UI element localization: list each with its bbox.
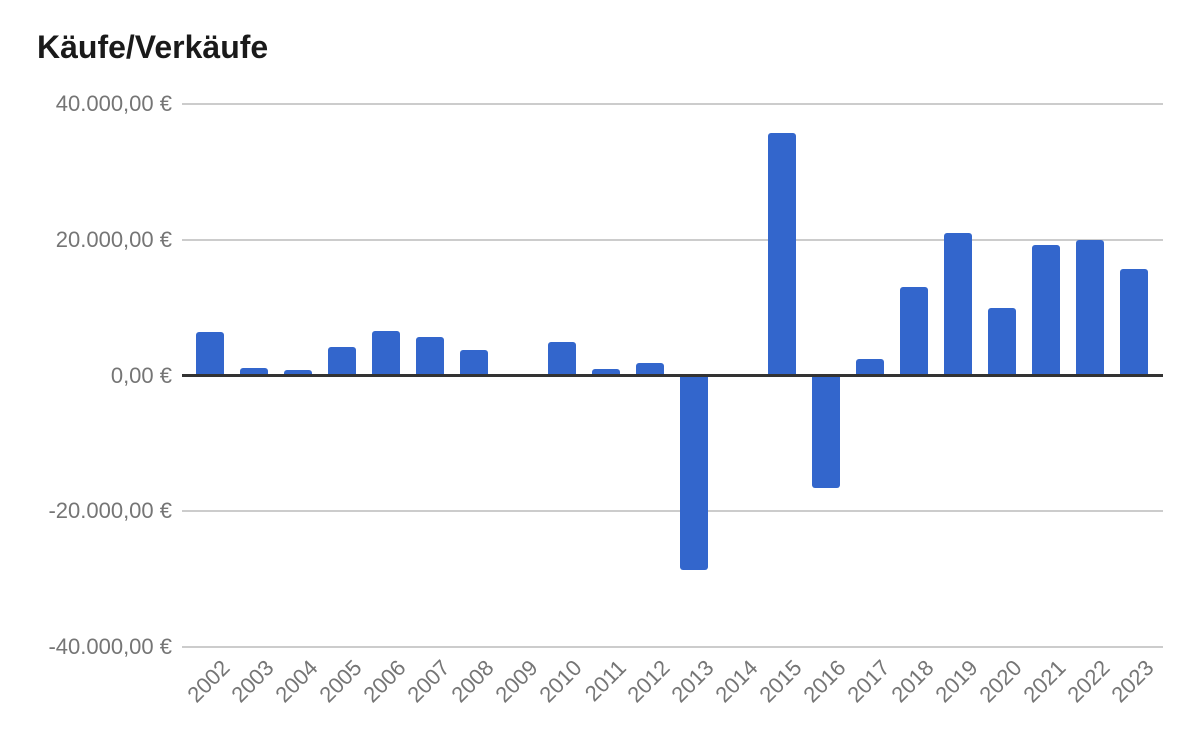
x-axis-tick-label-2004: 2004 bbox=[270, 655, 323, 708]
plot-area bbox=[182, 103, 1163, 648]
bar-2018[interactable] bbox=[900, 287, 928, 376]
y-axis-tick-label: -40.000,00 € bbox=[48, 634, 172, 659]
bar-2016[interactable] bbox=[812, 377, 840, 488]
bar-2013[interactable] bbox=[680, 377, 708, 570]
x-axis-tick-label-2008: 2008 bbox=[446, 655, 499, 708]
y-axis-tick-label: -20.000,00 € bbox=[48, 498, 172, 524]
x-axis-tick-label-2013: 2013 bbox=[666, 655, 719, 708]
x-axis-tick-label-2010: 2010 bbox=[534, 655, 587, 708]
bar-2010[interactable] bbox=[548, 342, 576, 376]
gridline-40000 bbox=[182, 103, 1163, 105]
x-axis-tick-label-2014: 2014 bbox=[710, 655, 763, 708]
bar-2003[interactable] bbox=[240, 368, 268, 376]
gridline-20000 bbox=[182, 238, 1163, 241]
bar-2022[interactable] bbox=[1076, 239, 1104, 376]
bar-2007[interactable] bbox=[416, 337, 444, 376]
bar-2015[interactable] bbox=[768, 133, 796, 376]
x-axis-tick-label-2005: 2005 bbox=[314, 655, 367, 708]
x-axis-tick-label-2011: 2011 bbox=[579, 655, 631, 707]
x-axis-tick-label-2017: 2017 bbox=[842, 655, 895, 708]
y-axis: 40.000,00 € 20.000,00 € 0,00 € -20.000,00 €… bbox=[0, 0, 172, 742]
bar-2020[interactable] bbox=[988, 307, 1016, 376]
bar-2023[interactable] bbox=[1120, 268, 1148, 376]
chart-title: Käufe/Verkäufe bbox=[37, 29, 269, 65]
zero-axis-line bbox=[182, 374, 1163, 377]
gridline--40000 bbox=[182, 646, 1163, 648]
x-axis-tick-label-2002: 2002 bbox=[182, 655, 235, 708]
bar-2006[interactable] bbox=[372, 330, 400, 376]
gridline--20000 bbox=[182, 510, 1163, 513]
x-axis-tick-label-2018: 2018 bbox=[886, 655, 939, 708]
x-axis-tick-label-2023: 2023 bbox=[1106, 655, 1159, 708]
x-axis-tick-label-2016: 2016 bbox=[798, 655, 851, 708]
bar-2017[interactable] bbox=[856, 358, 884, 376]
x-axis-tick-label-2007: 2007 bbox=[402, 655, 455, 708]
bar-2011[interactable] bbox=[592, 368, 620, 376]
x-axis-tick-label-2020: 2020 bbox=[974, 655, 1027, 708]
x-axis-tick-label-2003: 2003 bbox=[226, 655, 279, 708]
bar-2012[interactable] bbox=[636, 363, 664, 376]
y-axis-tick-label: 40.000,00 € bbox=[55, 91, 172, 116]
x-axis-tick-label-2012: 2012 bbox=[622, 655, 675, 708]
x-axis-tick-label-2019: 2019 bbox=[930, 655, 983, 708]
x-axis-tick-label-2022: 2022 bbox=[1062, 655, 1115, 708]
bar-2021[interactable] bbox=[1032, 244, 1060, 376]
bar-2019[interactable] bbox=[944, 232, 972, 376]
y-axis-tick-label: 0,00 € bbox=[110, 362, 172, 388]
x-axis-tick-label-2021: 2021 bbox=[1018, 655, 1071, 708]
bar-2004[interactable] bbox=[284, 370, 312, 376]
x-axis-tick-label-2015: 2015 bbox=[754, 655, 807, 708]
x-axis-tick-label-2009: 2009 bbox=[490, 655, 543, 708]
bar-2005[interactable] bbox=[328, 346, 356, 376]
y-axis-tick-label: 20.000,00 € bbox=[55, 226, 172, 252]
x-axis-tick-label-2006: 2006 bbox=[358, 655, 411, 708]
bar-2002[interactable] bbox=[196, 332, 224, 376]
bar-2008[interactable] bbox=[460, 350, 488, 376]
